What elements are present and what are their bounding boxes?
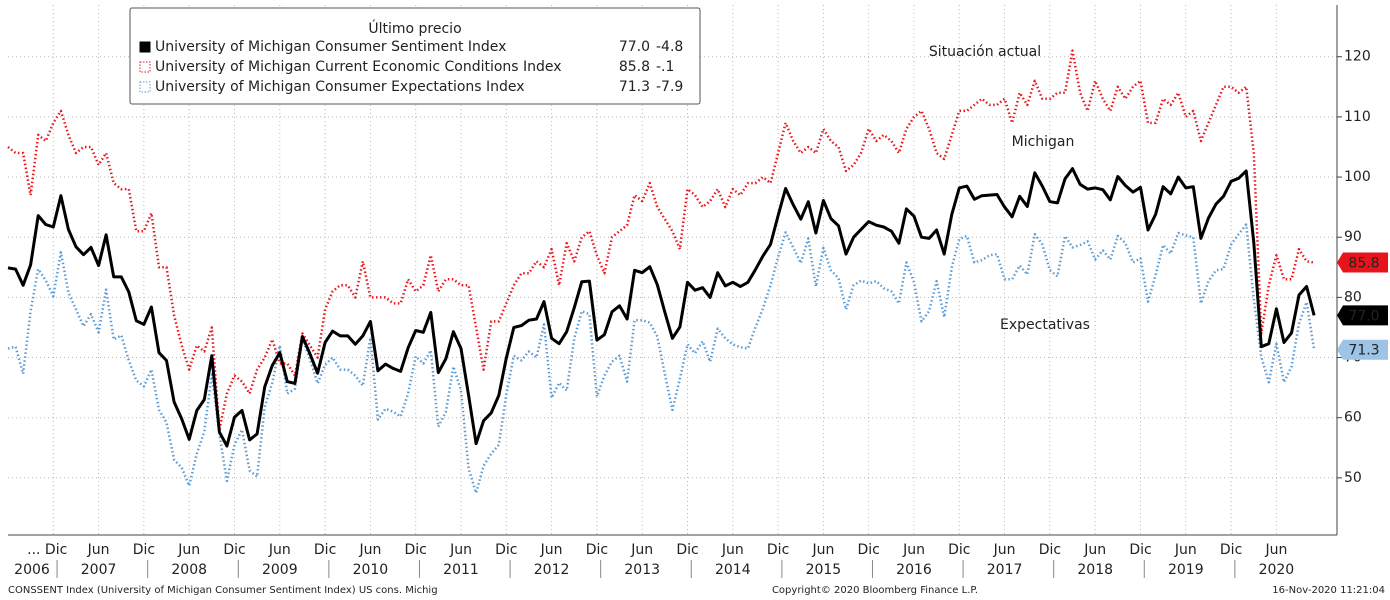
x-year-label: 2011 (443, 562, 479, 578)
x-tick-label: Dic (1129, 542, 1151, 558)
legend-box (129, 7, 701, 105)
x-year-label: 2006 (14, 562, 50, 578)
x-year-label: 2015 (806, 562, 842, 578)
last-value-label: 85.8 (1348, 255, 1379, 271)
x-tick-label: Jun (902, 542, 925, 558)
y-tick-label: 120 (1344, 49, 1371, 65)
legend-last: 71.3 (619, 79, 650, 95)
x-year-label: 2017 (987, 562, 1023, 578)
series-line (7, 167, 1316, 448)
x-year-label: 2020 (1259, 562, 1295, 578)
x-tick-label: Jun (721, 542, 744, 558)
x-tick-label: Dic (1220, 542, 1242, 558)
annotation: Situación actual (929, 44, 1041, 60)
last-value-badge (1337, 305, 1388, 326)
legend-title: Último precio (368, 19, 461, 37)
legend-last: 85.8 (619, 59, 650, 75)
x-tick-label: Jun (358, 542, 381, 558)
x-year-label: 2010 (353, 562, 389, 578)
legend-marker (139, 41, 151, 53)
lines (7, 49, 1316, 495)
y-tick-label: 80 (1344, 289, 1362, 305)
legend-change: -.1 (656, 59, 674, 75)
legend-label: University of Michigan Consumer Expectat… (155, 79, 525, 95)
last-value-label: 71.3 (1348, 343, 1379, 359)
y-tick-label: 90 (1344, 229, 1362, 245)
x-year-label: 2018 (1077, 562, 1113, 578)
x-tick-label: ... Dic (27, 542, 67, 558)
legend-change: -4.8 (656, 39, 683, 55)
y-tick-label: 100 (1344, 169, 1371, 185)
x-tick-label: Jun (87, 542, 110, 558)
x-year-label: 2009 (262, 562, 298, 578)
x-year-label: 2014 (715, 562, 751, 578)
footer-right: 16-Nov-2020 11:21:04 (1272, 585, 1385, 596)
x-tick-label: Jun (1174, 542, 1197, 558)
x-tick-label: Jun (811, 542, 834, 558)
x-tick-label: Dic (314, 542, 336, 558)
y-tick-label: 50 (1344, 470, 1362, 486)
footer-left: CONSSENT Index (University of Michigan C… (8, 585, 438, 596)
x-tick-label: Dic (223, 542, 245, 558)
legend-marker (139, 81, 151, 93)
x-year-label: 2019 (1168, 562, 1204, 578)
x-tick-label: Dic (676, 542, 698, 558)
x-tick-label: Dic (1039, 542, 1061, 558)
x-tick-label: Jun (630, 542, 653, 558)
x-tick-label: Jun (268, 542, 291, 558)
last-value-label: 77.0 (1348, 308, 1379, 324)
x-tick-label: Dic (948, 542, 970, 558)
legend-marker (139, 61, 151, 73)
x-year-label: 2008 (171, 562, 207, 578)
series-line (7, 223, 1316, 495)
x-tick-label: Dic (767, 542, 789, 558)
legend-last: 77.0 (619, 39, 650, 55)
legend-change: -7.9 (656, 79, 683, 95)
x-tick-label: Dic (495, 542, 517, 558)
annotation: Expectativas (1000, 317, 1090, 333)
x-year-label: 2007 (81, 562, 117, 578)
x-tick-label: Dic (586, 542, 608, 558)
x-tick-label: Jun (177, 542, 200, 558)
x-year-label: 2012 (534, 562, 570, 578)
last-value-badge (1337, 252, 1388, 273)
x-tick-label: Jun (993, 542, 1016, 558)
x-tick-label: Dic (405, 542, 427, 558)
footer-center: Copyright© 2020 Bloomberg Finance L.P. (772, 585, 978, 596)
annotation: Michigan (1012, 134, 1075, 150)
x-year-label: 2013 (624, 562, 660, 578)
x-tick-label: Dic (858, 542, 880, 558)
x-tick-label: Jun (449, 542, 472, 558)
x-tick-label: Jun (1083, 542, 1106, 558)
last-value-badge (1337, 339, 1388, 360)
y-tick-label: 110 (1344, 109, 1371, 125)
x-tick-label: Jun (540, 542, 563, 558)
x-tick-label: Jun (1264, 542, 1287, 558)
y-tick-label: 60 (1344, 410, 1362, 426)
legend-label: University of Michigan Current Economic … (155, 59, 562, 75)
x-year-label: 2016 (896, 562, 932, 578)
legend-label: University of Michigan Consumer Sentimen… (155, 39, 506, 55)
x-tick-label: Dic (133, 542, 155, 558)
series-line (7, 49, 1315, 431)
